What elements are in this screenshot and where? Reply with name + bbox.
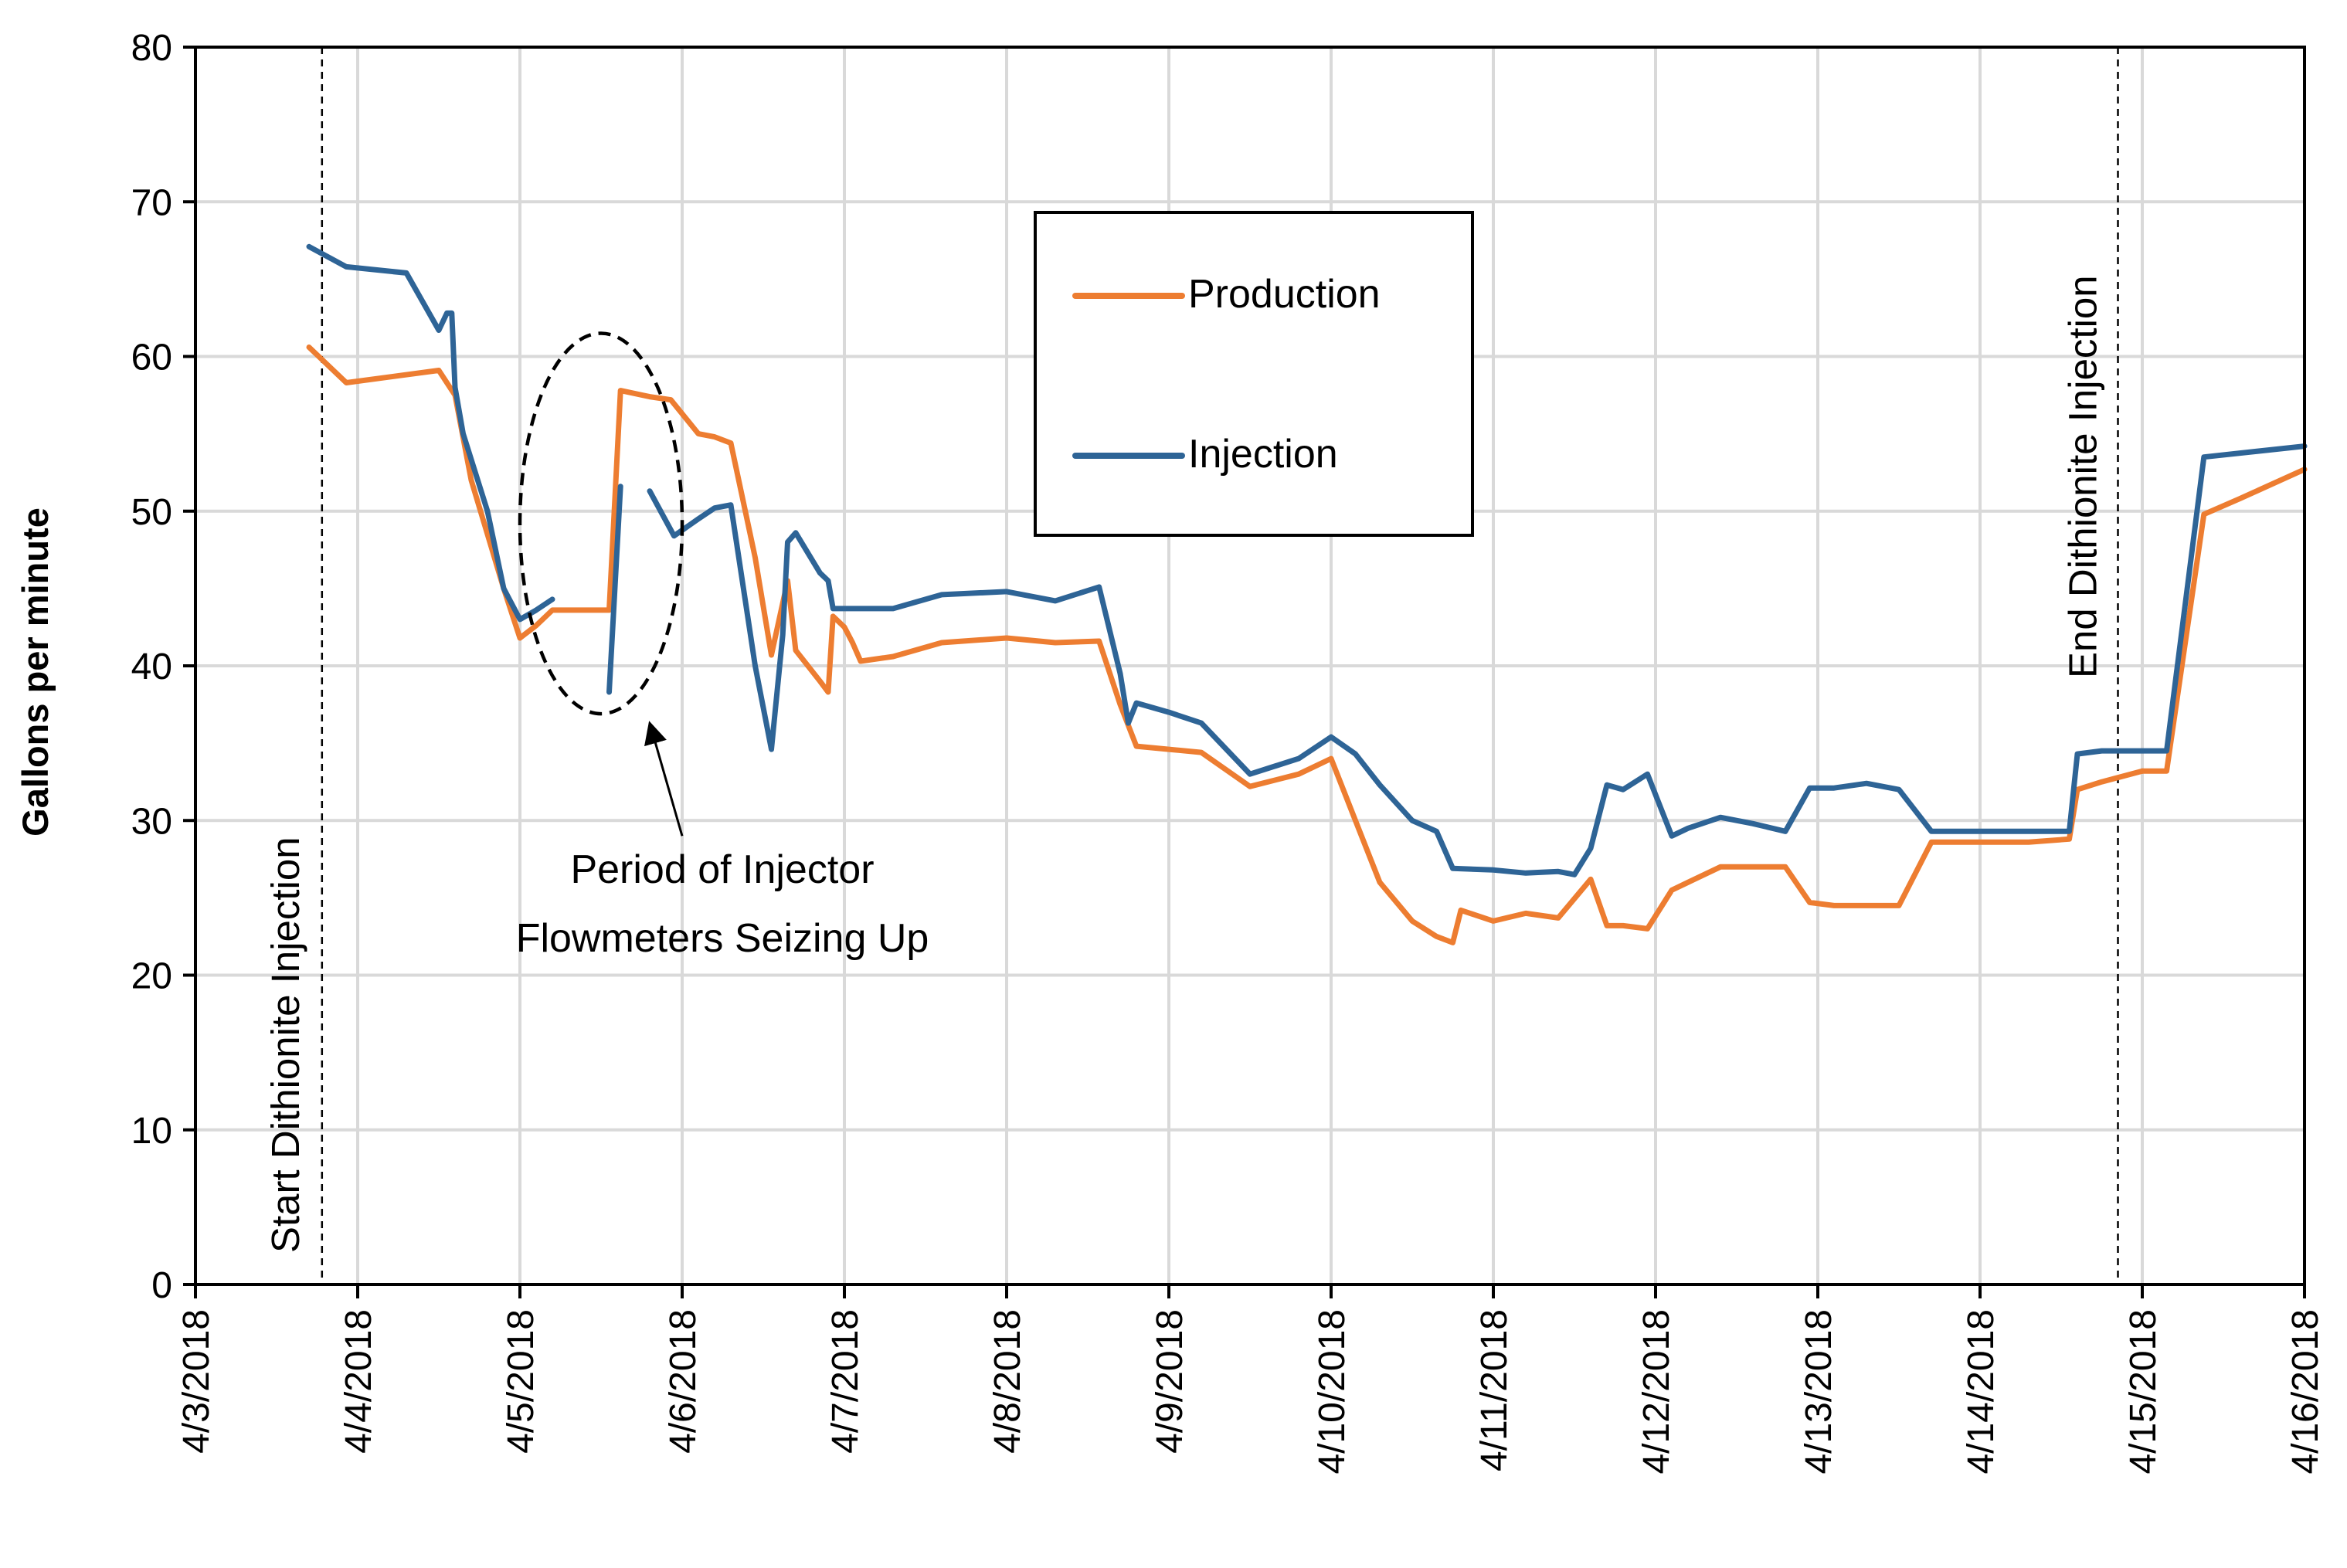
x-tick-label: 4/7/2018 [825,1309,866,1454]
x-tick-label: 4/10/2018 [1312,1309,1353,1475]
x-tick-label: 4/14/2018 [1961,1309,2002,1475]
y-tick-label: 60 [131,338,172,378]
y-tick-label: 40 [131,647,172,687]
x-tick-label: 4/6/2018 [663,1309,704,1454]
annotation: Period of Injector Flowmeters Seizing Up [516,331,929,961]
axes: 0 10 20 30 40 50 60 70 80 4/3/2018 4/4/2018 4/5/201… [131,28,2326,1475]
legend-injection-label: Injection [1188,432,1338,477]
y-tick-label: 80 [131,28,172,69]
x-tick-label: 4/13/2018 [1798,1309,1839,1475]
x-tick-label: 4/12/2018 [1636,1309,1677,1475]
x-tick-label: 4/11/2018 [1474,1309,1515,1471]
legend-production-label: Production [1188,272,1381,317]
annotation-line-2: Flowmeters Seizing Up [516,916,929,961]
end-injection-label: End Dithionite Injection [2061,275,2105,678]
legend-box [1034,211,1474,537]
annotation-arrow [644,721,684,837]
legend: Production Injection [1034,211,1474,537]
y-tick-label: 10 [131,1111,172,1152]
x-tick-label: 4/5/2018 [501,1309,542,1454]
y-tick-label: 70 [131,182,172,223]
production-series-line [2139,467,2308,774]
x-tick-label: 4/9/2018 [1150,1309,1190,1454]
annotation-ellipse [518,331,684,716]
data-series [306,243,2308,945]
injection-series-line [647,443,2308,877]
injection-series-line [306,243,555,623]
y-tick-label: 0 [151,1265,172,1306]
y-axis-label: Gallons per minute [15,507,56,837]
vertical-markers: Start Dithionite Injection End Dithionite… [263,47,2119,1285]
x-tick-label: 4/16/2018 [2285,1309,2326,1475]
y-tick-label: 20 [131,956,172,997]
annotation-line-1: Period of Injector [570,847,874,892]
x-tick-label: 4/4/2018 [338,1309,379,1454]
x-tick-label: 4/3/2018 [176,1309,217,1454]
x-tick-label: 4/8/2018 [987,1309,1028,1454]
x-tick-label: 4/15/2018 [2123,1309,2164,1475]
y-tick-label: 50 [131,492,172,533]
start-injection-label: Start Dithionite Injection [263,837,307,1253]
y-tick-label: 30 [131,801,172,842]
injection-series-line [606,484,623,695]
